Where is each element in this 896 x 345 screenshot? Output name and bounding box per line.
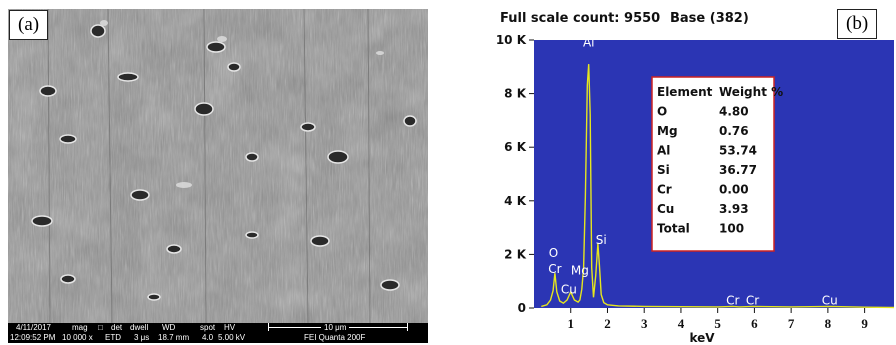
peak-label: Cr <box>726 294 739 308</box>
base-value: Base (382) <box>670 11 749 26</box>
info-hv-value: 5.00 kV <box>218 333 246 342</box>
instrument-name: FEI Quanta 200F <box>304 333 366 342</box>
info-wd-header: WD <box>162 323 176 332</box>
table-cell-element: Al <box>657 144 670 158</box>
info-spot-header: spot <box>200 323 216 332</box>
table-cell-element: O <box>657 105 667 119</box>
info-det-header: det <box>111 323 123 332</box>
table-header-element: Element <box>657 85 713 99</box>
y-tick-label: 2 K <box>504 247 527 261</box>
info-mode-icon: □ <box>98 323 103 332</box>
x-tick-label: 2 <box>604 316 611 331</box>
table-cell-element: Cu <box>657 202 674 216</box>
composition-table-rows: O 4.80 Mg 0.76 Al 53.74 Si 36.77 Cr 0.00 Cu 3.93 Tot… <box>657 105 757 236</box>
eds-panel: Full scale count: 9550 Base (382) 0 2 K 4 … <box>492 0 896 345</box>
peak-label: O <box>549 246 558 260</box>
table-cell-element: Cr <box>657 183 672 197</box>
eds-spectrum-chart: Full scale count: 9550 Base (382) 0 2 K 4 … <box>496 11 895 345</box>
peak-label: Cr <box>548 262 561 276</box>
x-axis-title: keV <box>689 331 715 345</box>
table-cell-weight: 0.00 <box>719 183 749 197</box>
info-spot-value: 4.0 <box>202 333 214 342</box>
info-mag-header: mag <box>72 323 88 332</box>
scale-bar-tick-right <box>407 323 408 331</box>
y-tick-label: 0 <box>518 301 526 315</box>
table-cell-weight: 36.77 <box>719 163 757 177</box>
info-dwell-header: dwell <box>130 323 149 332</box>
table-cell-weight: 4.80 <box>719 105 749 119</box>
sem-micrograph <box>8 9 428 323</box>
x-tick-label: 9 <box>861 316 868 331</box>
y-tick-label: 6 K <box>504 140 527 154</box>
info-det-value: ETD <box>105 333 121 342</box>
x-tick-label: 6 <box>751 316 758 331</box>
sem-info-bar: 4/11/2017 mag □ det dwell WD spot HV 12:… <box>8 323 428 343</box>
panel-label-b: (b) <box>837 9 878 39</box>
spectrum-series <box>541 64 895 309</box>
info-dwell-value: 3 μs <box>134 333 150 342</box>
info-time: 12:09:52 PM <box>10 333 56 342</box>
peak-label: Si <box>596 233 607 247</box>
y-tick-label: 10 K <box>496 33 527 47</box>
info-date: 4/11/2017 <box>16 323 51 332</box>
scale-bar-tick-left <box>268 323 269 331</box>
table-header-weight: Weight % <box>719 85 783 99</box>
table-cell-weight: 0.76 <box>719 124 749 138</box>
y-axis-ticks: 0 2 K 4 K 6 K 8 K 10 K <box>496 33 534 315</box>
peak-label: Al <box>583 36 595 50</box>
info-hv-header: HV <box>224 323 236 332</box>
sem-panel: (a) 4/11/2017 mag □ det dwell WD spot HV… <box>8 9 428 343</box>
info-wd-value: 18.7 mm <box>158 333 190 342</box>
composition-table-box <box>651 76 775 252</box>
table-cell-weight: 3.93 <box>719 202 749 216</box>
table-cell-weight: 53.74 <box>719 144 757 158</box>
info-mag-value: 10 000 x <box>62 333 93 342</box>
x-tick-label: 8 <box>825 316 832 331</box>
x-tick-label: 7 <box>788 316 795 331</box>
peak-label: Cu <box>561 283 577 297</box>
panel-label-a: (a) <box>9 10 49 40</box>
x-tick-label: 4 <box>678 316 685 331</box>
scale-bar-label: 10 μm <box>321 323 350 333</box>
peak-label: Mg <box>571 264 589 278</box>
table-cell-element: Total <box>657 222 690 236</box>
table-cell-element: Mg <box>657 124 678 138</box>
table-cell-element: Si <box>657 163 670 177</box>
table-cell-weight: 100 <box>719 222 744 236</box>
y-tick-label: 4 K <box>504 194 527 208</box>
full-scale-count: Full scale count: 9550 <box>500 11 660 26</box>
y-tick-label: 8 K <box>504 87 527 101</box>
x-tick-label: 1 <box>567 316 574 331</box>
x-axis-ticks: 1 2 3 4 5 6 7 8 9 <box>567 308 868 331</box>
x-tick-label: 5 <box>714 316 721 331</box>
peak-label: Cu <box>822 294 838 308</box>
peak-label: Cr <box>746 294 759 308</box>
x-tick-label: 3 <box>641 316 648 331</box>
